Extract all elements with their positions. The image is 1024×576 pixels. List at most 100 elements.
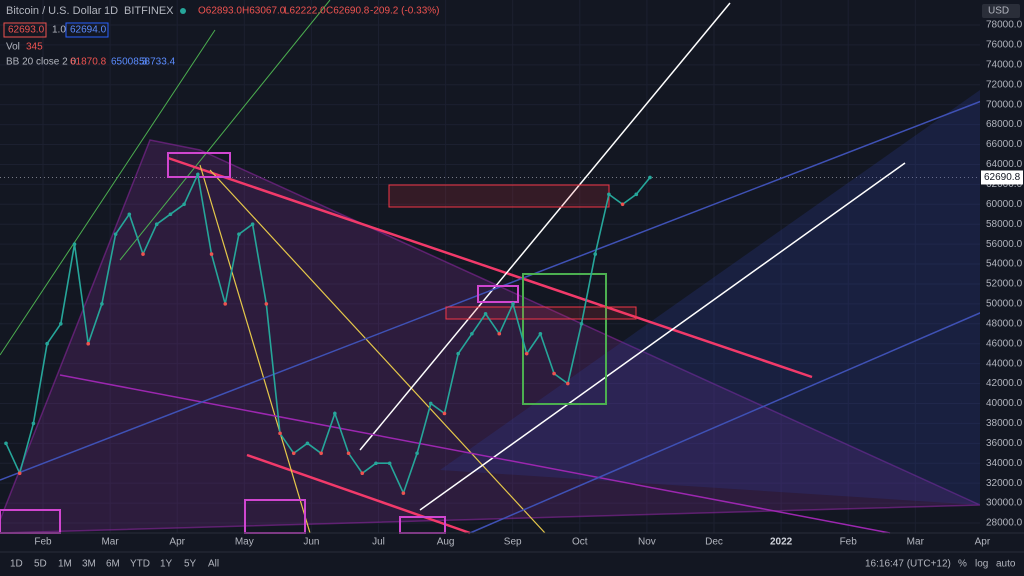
price-point	[538, 331, 543, 336]
price-point	[428, 401, 433, 406]
price-point	[305, 441, 310, 446]
drawings	[0, 0, 1011, 535]
price-point	[196, 172, 200, 177]
price-tick-label: 30000.0	[986, 498, 1023, 509]
range-button[interactable]: 1Y	[160, 559, 173, 570]
percent-toggle[interactable]: %	[958, 559, 967, 570]
range-button[interactable]: All	[208, 559, 219, 570]
price-tick-label: 72000.0	[986, 79, 1023, 90]
price-tick-label: 76000.0	[986, 40, 1023, 51]
price-ticks: 78000.0 76000.0 74000.0 72000.0 70000.0 68000…	[986, 20, 1023, 529]
price-point	[4, 441, 8, 446]
price-point	[415, 451, 419, 456]
log-toggle[interactable]: log	[975, 559, 988, 570]
ohlc-open: O62893.0	[198, 6, 242, 17]
legend: Bitcoin / U.S. Dollar 1D BITFINEX O62893…	[3, 5, 439, 68]
price-point	[456, 351, 460, 356]
time-tick-label: Jun	[303, 537, 319, 548]
price-point	[319, 451, 323, 456]
price-point	[278, 431, 282, 436]
range-button[interactable]: 6M	[106, 559, 120, 570]
time-tick-label: 2022	[770, 537, 793, 548]
bb-upper: 65008.3	[111, 57, 148, 68]
spread: 1.0	[52, 25, 66, 36]
currency[interactable]: USD	[988, 6, 1009, 17]
price-point	[264, 302, 269, 306]
price-point	[620, 202, 625, 207]
range-button[interactable]: 5D	[34, 559, 47, 570]
price-point	[59, 322, 63, 326]
price-tick-label: 36000.0	[986, 438, 1023, 449]
ask[interactable]: 62694.0	[70, 25, 107, 36]
price-tick-label: 38000.0	[986, 418, 1023, 429]
price-point	[565, 381, 570, 386]
price-point	[45, 341, 49, 346]
currency-button[interactable]	[982, 4, 1020, 18]
price-point	[31, 421, 36, 426]
range-button[interactable]: 3M	[82, 559, 96, 570]
price-point	[113, 232, 118, 236]
time-tick-label: Apr	[975, 537, 991, 548]
price-tick-label: 28000.0	[986, 518, 1023, 529]
price-point	[593, 252, 597, 256]
time-tick-label: Feb	[34, 537, 52, 548]
price-point	[387, 461, 392, 466]
price-tick-label: 56000.0	[986, 239, 1023, 250]
price-point	[72, 242, 77, 246]
range-button[interactable]: 1D	[10, 559, 23, 570]
price-tick-label: 40000.0	[986, 398, 1023, 409]
price-tick-label: 70000.0	[986, 99, 1023, 110]
price-tick-label: 68000.0	[986, 119, 1023, 130]
auto-toggle[interactable]: auto	[996, 559, 1016, 570]
vol-name: Vol	[6, 42, 20, 53]
bid-box[interactable]	[3, 22, 47, 38]
price-point	[141, 252, 145, 256]
toolbar	[0, 552, 1024, 576]
ohlc-close: C62690.8	[326, 6, 370, 17]
time-ticks: Feb Mar Apr May Jun Jul Aug Sep Oct Nov Dec 2022 Feb…	[34, 537, 990, 548]
price-point	[497, 331, 502, 336]
price-point	[552, 371, 556, 376]
price-point	[470, 331, 474, 336]
price-tick-label: 52000.0	[986, 279, 1023, 290]
time-tick-label: Dec	[705, 537, 723, 548]
price-point	[17, 471, 22, 476]
price-point	[360, 471, 365, 476]
price-tick-label: 58000.0	[986, 219, 1023, 230]
change: -209.2 (-0.33%)	[370, 6, 439, 17]
range-button[interactable]: 1M	[58, 559, 72, 570]
time-tick-label: Nov	[638, 537, 656, 548]
price-axis	[980, 0, 1024, 533]
price-tick-label: 66000.0	[986, 139, 1023, 150]
ask-box[interactable]	[65, 22, 109, 38]
price-tick-label: 48000.0	[986, 318, 1023, 329]
status-dot	[180, 8, 186, 14]
symbol: Bitcoin / U.S. Dollar	[6, 5, 102, 17]
price-point	[374, 461, 378, 466]
range-button[interactable]: 5Y	[184, 559, 197, 570]
price-point	[237, 232, 241, 236]
time-tick-label: Jul	[372, 537, 385, 548]
price-point	[291, 451, 296, 456]
price-point	[401, 491, 406, 495]
price-tick-label: 60000.0	[986, 199, 1023, 210]
price-point	[209, 252, 214, 256]
price-point	[333, 411, 337, 416]
time-tick-label: Mar	[907, 537, 925, 548]
bid[interactable]: 62693.0	[8, 25, 45, 36]
range-button[interactable]: YTD	[130, 559, 150, 570]
price-point	[250, 222, 255, 226]
price-point	[127, 212, 132, 217]
price-plot	[4, 171, 652, 496]
price-line	[5, 171, 651, 496]
bb-lower: 58733.4	[139, 57, 176, 68]
ohlc-high: H63067.0	[242, 6, 286, 17]
grid	[0, 0, 983, 533]
price-point	[483, 312, 488, 316]
price-point	[346, 451, 351, 456]
price-point	[86, 341, 91, 346]
bb-name: BB 20 close 2 0	[6, 57, 76, 68]
time-tick-label: Aug	[437, 537, 455, 548]
price-tick-label: 64000.0	[986, 159, 1023, 170]
